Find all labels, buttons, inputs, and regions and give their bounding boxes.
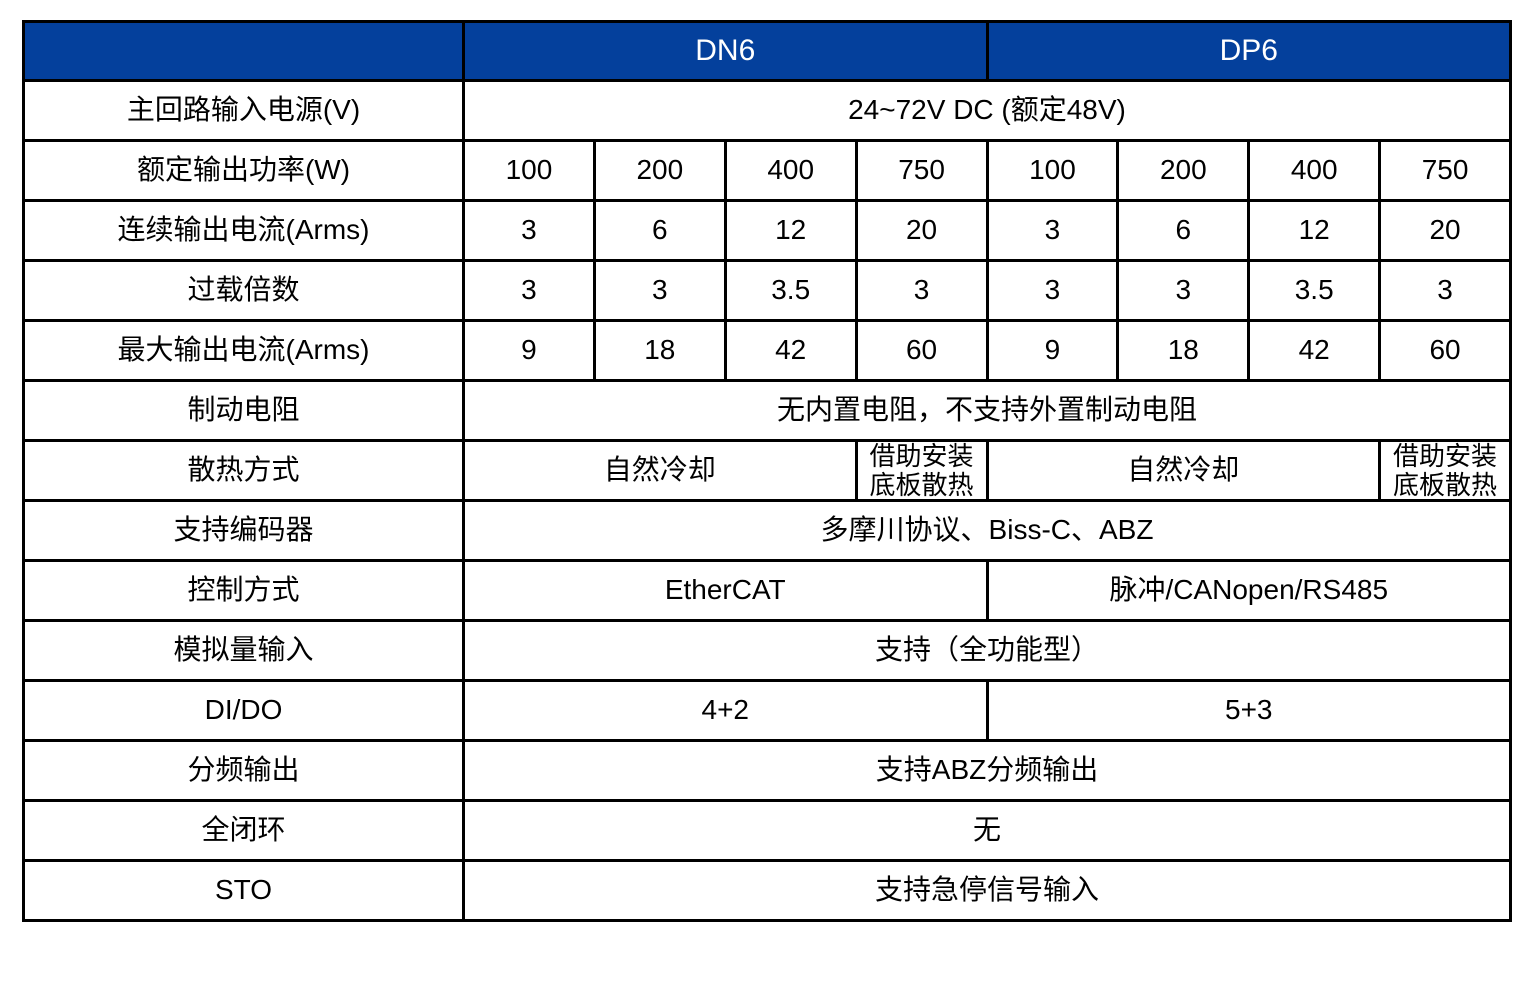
value-cell: 3 (1116, 259, 1251, 322)
value-cell: 18 (1116, 319, 1251, 382)
value-cell: 750 (854, 139, 989, 202)
table-row: 控制方式 EtherCAT 脉冲/CANopen/RS485 (22, 559, 1512, 622)
value-cell: 支持（全功能型） (462, 619, 1512, 682)
value-cell: 3 (462, 199, 596, 262)
value-cell: 42 (723, 319, 858, 382)
value-cell: 42 (1247, 319, 1382, 382)
value-cell: 60 (1378, 319, 1512, 382)
value-cell: 12 (723, 199, 858, 262)
value-cell: 750 (1378, 139, 1512, 202)
value-cell: 5+3 (985, 679, 1512, 742)
value-cell: 9 (985, 319, 1120, 382)
value-cell: 借助安装 底板散热 (1378, 439, 1512, 502)
header-corner-cell (22, 20, 465, 82)
table-row: 散热方式 自然冷却 借助安装 底板散热 自然冷却 借助安装 底板散热 (22, 439, 1512, 502)
table-row: 全闭环无 (22, 799, 1512, 862)
table-row: STO 支持急停信号输入 (22, 859, 1512, 922)
value-cell: 3 (985, 259, 1120, 322)
row-label: 最大输出电流(Arms) (22, 319, 465, 382)
drive-spec-table: DN6 DP6 主回路输入电源(V) 24~72V DC (额定48V) 额定输出功… (22, 20, 1512, 922)
row-label: 模拟量输入 (22, 619, 465, 682)
value-cell: 自然冷却 (462, 439, 858, 502)
table-row: 主回路输入电源(V) 24~72V DC (额定48V) (22, 79, 1512, 142)
value-cell: 支持ABZ分频输出 (462, 739, 1512, 802)
value-cell: 100 (462, 139, 596, 202)
value-cell: 无内置电阻，不支持外置制动电阻 (462, 379, 1512, 442)
value-cell: 3 (985, 199, 1120, 262)
table-row: DI/DO 4+2 5+3 (22, 679, 1512, 742)
value-cell: 3 (854, 259, 989, 322)
value-cell: 脉冲/CANopen/RS485 (985, 559, 1512, 622)
table-row: 分频输出 支持ABZ分频输出 (22, 739, 1512, 802)
value-cell: 20 (1378, 199, 1512, 262)
value-cell: 12 (1247, 199, 1382, 262)
value-cell: 9 (462, 319, 596, 382)
row-label: STO (22, 859, 465, 922)
row-label: 制动电阻 (22, 379, 465, 442)
value-cell: 借助安装 底板散热 (854, 439, 989, 502)
row-label: 全闭环 (22, 799, 465, 862)
row-label: DI/DO (22, 679, 465, 742)
value-cell: 18 (592, 319, 727, 382)
value-cell: 3.5 (1247, 259, 1382, 322)
value-cell: 20 (854, 199, 989, 262)
value-cell: 60 (854, 319, 989, 382)
row-label: 主回路输入电源(V) (22, 79, 465, 142)
value-cell: 200 (1116, 139, 1251, 202)
table-row: 额定输出功率(W) 100 200 400 750 100 200 400 750 (22, 139, 1512, 202)
value-cell: 4+2 (462, 679, 989, 742)
spec-table-body: 主回路输入电源(V) 24~72V DC (额定48V) 额定输出功率(W) 100 2… (22, 79, 1512, 922)
row-label: 连续输出电流(Arms) (22, 199, 465, 262)
value-cell: 无 (462, 799, 1512, 862)
table-row: 制动电阻 无内置电阻，不支持外置制动电阻 (22, 379, 1512, 442)
table-row: 最大输出电流(Arms) 9 18 42 60 9 18 42 60 (22, 319, 1512, 382)
row-label: 控制方式 (22, 559, 465, 622)
row-label: 额定输出功率(W) (22, 139, 465, 202)
table-row: 连续输出电流(Arms) 3 6 12 20 3 6 12 20 (22, 199, 1512, 262)
value-cell: 3 (462, 259, 596, 322)
header-row: DN6 DP6 (22, 20, 1512, 82)
value-cell: 24~72V DC (额定48V) (462, 79, 1512, 142)
value-cell: 200 (592, 139, 727, 202)
value-cell: 3 (592, 259, 727, 322)
value-cell: 支持急停信号输入 (462, 859, 1512, 922)
value-cell: 6 (592, 199, 727, 262)
row-label: 支持编码器 (22, 499, 465, 562)
value-cell: 400 (723, 139, 858, 202)
value-cell: 100 (985, 139, 1120, 202)
table-row: 模拟量输入 支持（全功能型） (22, 619, 1512, 682)
header-group-dp6: DP6 (985, 20, 1512, 82)
value-cell: 多摩川协议、Biss-C、ABZ (462, 499, 1512, 562)
value-cell: 3 (1378, 259, 1512, 322)
header-group-dn6: DN6 (462, 20, 989, 82)
row-label: 散热方式 (22, 439, 465, 502)
value-cell: 6 (1116, 199, 1251, 262)
table-row: 支持编码器 多摩川协议、Biss-C、ABZ (22, 499, 1512, 562)
value-cell: 400 (1247, 139, 1382, 202)
table-row: 过载倍数 3 3 3.5 3 3 3 3.5 3 (22, 259, 1512, 322)
value-cell: 3.5 (723, 259, 858, 322)
row-label: 过载倍数 (22, 259, 465, 322)
value-cell: EtherCAT (462, 559, 989, 622)
row-label: 分频输出 (22, 739, 465, 802)
value-cell: 自然冷却 (985, 439, 1382, 502)
